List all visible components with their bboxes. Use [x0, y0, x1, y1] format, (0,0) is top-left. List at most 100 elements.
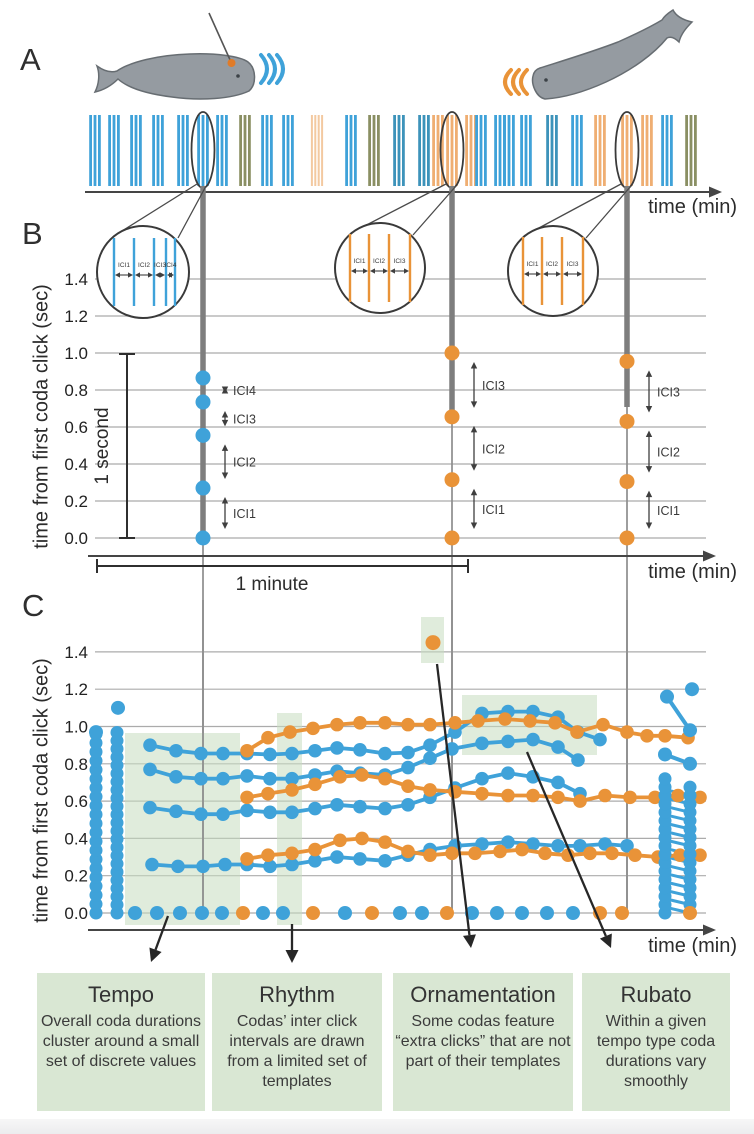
dot-column-dot — [110, 725, 124, 739]
series-dot-blue-band-3 — [401, 798, 415, 812]
dot-column-dot — [89, 870, 103, 884]
series-dot-orange-band-3 — [423, 848, 437, 862]
series-dot-orange-band-3 — [355, 831, 369, 846]
series-dot-orange-band-2 — [551, 790, 565, 805]
magnifier-ici-arrow-l — [563, 271, 568, 277]
magnifier-ici-label: ICI1 — [354, 258, 366, 265]
click-arcs-orange-icon — [519, 68, 529, 96]
series-dot-blue-band-1 — [448, 725, 462, 739]
dot-column-dot — [89, 879, 103, 893]
screenshot-bottom-strip — [0, 1119, 754, 1134]
ici-span-arrow-down — [470, 464, 478, 471]
series-dot-blue-band-2 — [194, 771, 208, 786]
series-dot-orange-band-2 — [240, 790, 254, 805]
series-dot-blue-band-1 — [593, 732, 607, 747]
magnifier-stem — [412, 185, 457, 236]
series-dot-orange-band-1 — [261, 730, 275, 745]
series-dot-blue-band-3 — [194, 807, 208, 821]
ici-span-arrow-down — [221, 386, 229, 394]
zero-row-dot — [440, 906, 454, 920]
coda-click-dot — [444, 530, 460, 546]
y-tick-label: 1.0 — [64, 718, 88, 737]
rubato-segment-dot — [683, 756, 697, 771]
coda-click-dot — [195, 427, 211, 443]
coda-click-dot — [444, 472, 460, 488]
tag-antenna — [208, 12, 232, 63]
whale-right-eye — [544, 78, 548, 82]
series-dot-orange-band-1 — [640, 729, 654, 743]
series-dot-blue-band-2 — [308, 768, 322, 782]
magnifier-stem — [585, 185, 632, 239]
series-dot-orange-band-3 — [493, 844, 507, 859]
magnifier-ici-arrow-l — [370, 268, 375, 274]
series-dot-blue-band-1 — [401, 745, 415, 760]
highlight-box-rhythm — [277, 713, 302, 925]
series-dot-blue-band-2 — [526, 732, 540, 747]
zero-row-dot — [393, 906, 407, 920]
lone-dot — [89, 725, 103, 740]
series-dot-orange-band-2 — [623, 790, 637, 805]
concept-title-tempo: Tempo — [87, 982, 155, 1007]
series-dot-blue-band-1 — [169, 743, 183, 758]
dot-column-dot — [89, 790, 103, 804]
magnifier-circle — [507, 225, 599, 317]
series-dot-blue-band-1 — [353, 743, 367, 757]
dot-column-dot — [89, 754, 103, 768]
y-tick-label: 0.6 — [64, 418, 88, 437]
panel-a-label: A — [20, 42, 41, 77]
zero-row-dot — [566, 906, 580, 920]
ici-span-arrow-down — [645, 466, 653, 473]
series-dot-orange-band-2 — [671, 788, 685, 803]
zero-row-dot — [515, 906, 529, 920]
series-dot-orange-band-3 — [538, 846, 552, 861]
whale-right-illustration — [531, 8, 694, 100]
series-dot-blue-band-2 — [475, 736, 489, 751]
lone-dot — [685, 682, 699, 697]
series-dot-orange-band-1 — [570, 725, 584, 739]
dot-column-dot — [89, 861, 103, 875]
magnifier-ici-arrow-r — [169, 272, 174, 278]
ici-span-label: ICI3 — [482, 379, 505, 393]
coda-click-dot — [619, 353, 635, 369]
zero-row-dot — [195, 906, 209, 920]
series-dot-blue-band-1 — [423, 738, 437, 752]
series-dot-orange-band-1 — [306, 721, 320, 736]
panel-b-label: B — [22, 216, 43, 251]
ornament-dot — [425, 635, 441, 651]
series-dot-blue-band-2 — [571, 753, 585, 767]
series-dot-blue-band-2 — [263, 771, 277, 786]
panel-b-x-axis-label: time (min) — [648, 561, 737, 583]
rubato-arrow-head — [599, 933, 612, 948]
ici-span-arrow-up — [645, 490, 653, 498]
ici-span-label: ICI1 — [657, 504, 680, 518]
series-dot-orange-band-2 — [308, 777, 322, 792]
highlight-box-tempo — [125, 733, 240, 925]
zero-row-dot — [276, 906, 290, 920]
concept-box-ornamentation: Ornamentation Some codas feature “extra … — [393, 973, 573, 1111]
dot-column-dot — [89, 834, 103, 848]
series-dot-orange-band-1 — [596, 717, 610, 732]
magnifier-ici-arrow-l — [390, 268, 395, 274]
series-dot-orange-band-2 — [648, 790, 662, 805]
zero-row-dot — [465, 906, 479, 920]
series-dot-blue-band-2 — [401, 760, 415, 775]
ici-span-arrow-up — [645, 430, 653, 437]
zero-row-dot — [256, 906, 270, 920]
ici-span-arrow-down — [221, 472, 229, 480]
series-dot-orange-band-1 — [240, 743, 254, 758]
one-second-scale-label: 1 second — [92, 407, 113, 485]
series-dot-orange-band-3 — [583, 846, 597, 861]
series-dot-orange-band-3 — [240, 852, 254, 866]
series-dot-blue-band-1 — [330, 741, 344, 755]
zero-row-dot — [615, 906, 629, 920]
series-dot-blue-band-3 — [551, 775, 565, 790]
magnifier-ici-arrow-l — [351, 268, 356, 274]
series-dot-orange-band-2 — [355, 768, 369, 782]
concept-body-rubato: Within a given tempo type coda durations… — [596, 1013, 716, 1090]
concept-title-rhythm: Rhythm — [259, 982, 335, 1007]
series-dot-orange-band-1 — [523, 714, 537, 728]
coda-click-dot — [444, 409, 460, 425]
series-dot-blue-band-1 — [285, 746, 299, 761]
lone-dot — [111, 700, 125, 715]
